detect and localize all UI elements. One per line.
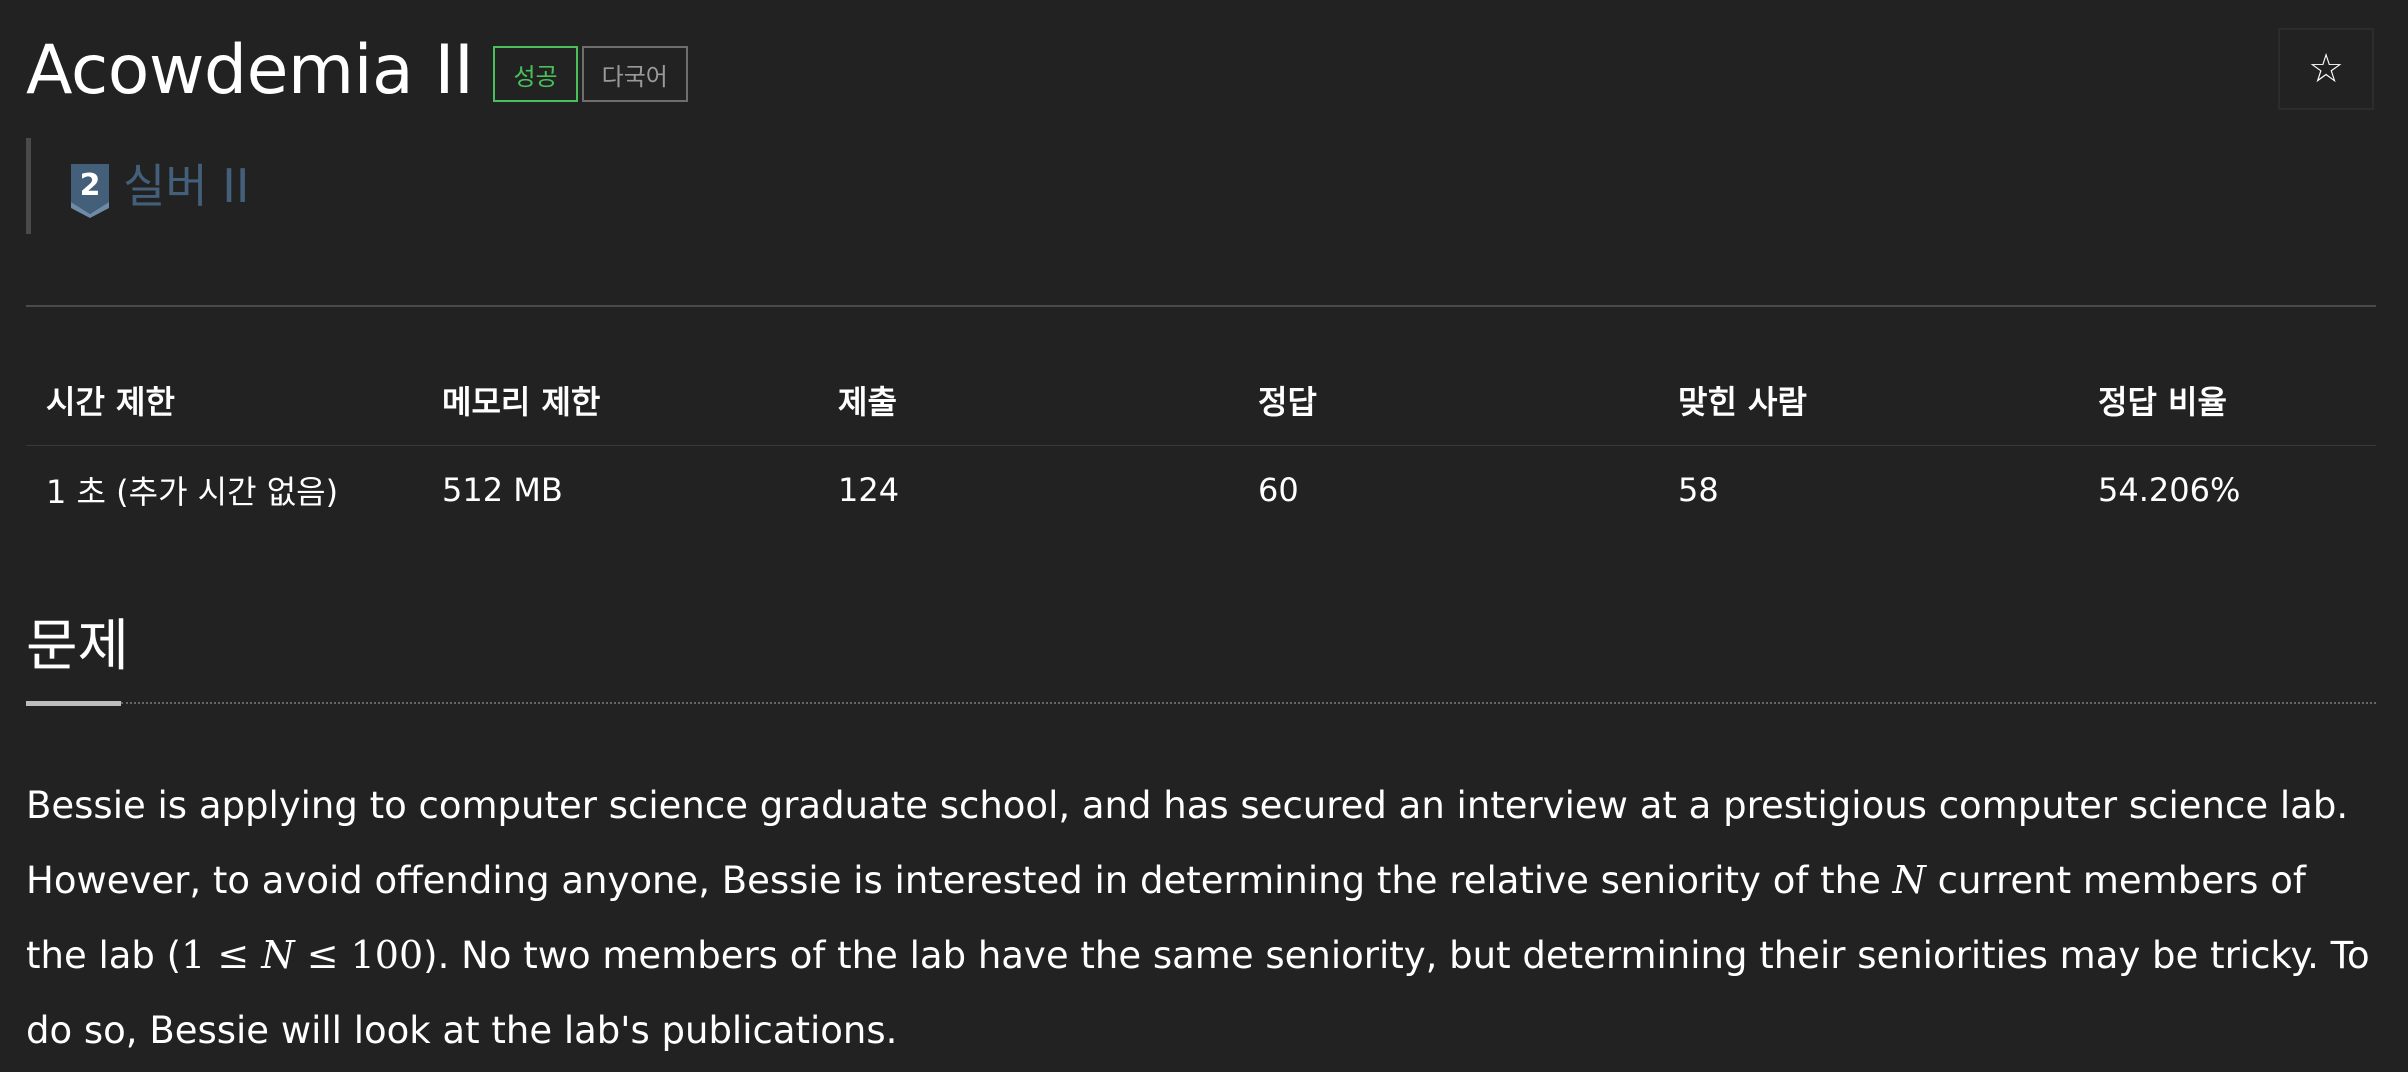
statement-part-3: ). No two members of the lab have the sa… <box>26 934 2370 1052</box>
success-badge: 성공 <box>493 46 578 102</box>
header-divider <box>26 305 2376 307</box>
memory-limit-value: 512 MB <box>442 471 563 509</box>
statement-part-2: current members of the lab ( <box>26 859 2306 977</box>
silver-tier-icon: 2 <box>71 164 109 218</box>
limits-value-row: 1 초 (추가 시간 없음) 512 MB 124 60 58 54.206% <box>26 446 2376 535</box>
section-underline-accent <box>26 701 121 706</box>
math-var-n: N <box>1892 858 1926 902</box>
submissions-value[interactable]: 124 <box>838 471 900 509</box>
limits-table: 시간 제한 메모리 제한 제출 정답 맞힌 사람 정답 비율 1 초 (추가 시… <box>26 355 2376 534</box>
header-solvers: 맞힌 사람 <box>1658 355 2078 446</box>
header-submissions: 제출 <box>818 355 1238 446</box>
section-underline <box>121 702 2376 704</box>
solvers-value[interactable]: 58 <box>1678 471 1719 509</box>
header-ratio: 정답 비율 <box>2078 355 2376 446</box>
math-constraint: 1 ≤ N ≤ 100 <box>181 933 424 977</box>
favorite-button[interactable]: ☆ <box>2278 28 2374 110</box>
star-icon: ☆ <box>2308 46 2344 92</box>
tier-label[interactable]: 실버 II <box>123 159 250 213</box>
ratio-value: 54.206% <box>2098 471 2241 509</box>
accepted-value[interactable]: 60 <box>1258 471 1299 509</box>
limits-header-row: 시간 제한 메모리 제한 제출 정답 맞힌 사람 정답 비율 <box>26 355 2376 446</box>
problem-header: Acowdemia II 성공 다국어 <box>26 28 688 114</box>
time-limit-value: 1 초 (추가 시간 없음) <box>46 473 339 511</box>
header-accepted: 정답 <box>1238 355 1658 446</box>
svg-text:2: 2 <box>80 168 101 203</box>
header-memory-limit: 메모리 제한 <box>422 355 818 446</box>
problem-title: Acowdemia II <box>26 31 474 110</box>
section-title-problem: 문제 <box>26 614 130 679</box>
multilang-badge: 다국어 <box>581 46 688 102</box>
header-time-limit: 시간 제한 <box>26 355 422 446</box>
statement-part-1: Bessie is applying to computer science g… <box>26 784 2349 902</box>
problem-statement: Bessie is applying to computer science g… <box>26 768 2376 1068</box>
tier-block: 2 실버 II <box>26 138 249 234</box>
